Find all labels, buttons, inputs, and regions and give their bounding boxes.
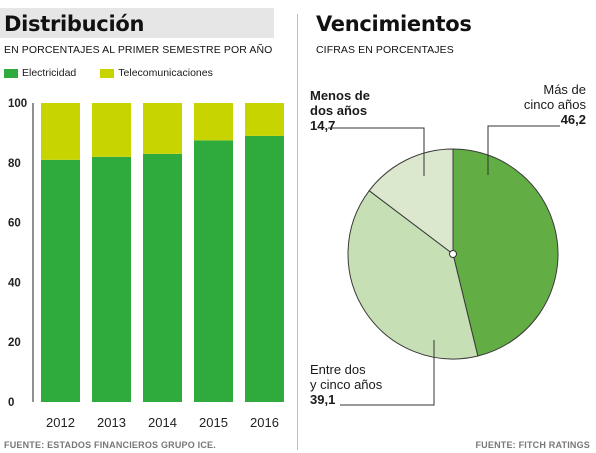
bar-telecomunicaciones-2014 [143,103,182,154]
y-tick-label-40: 40 [8,277,21,289]
leader-line-menos-de-dos [328,127,425,176]
pie-value-menos-de-dos: 14,7 [310,118,336,133]
x-tick-label-2013: 2013 [97,415,126,430]
bar-electricidad-2015 [194,140,233,402]
x-tick-label-2015: 2015 [199,415,228,430]
bar-telecomunicaciones-2015 [194,103,233,141]
legend-item-electricidad: Electricidad [4,67,76,79]
left-title-bar [0,8,274,38]
x-tick-label-2012: 2012 [46,415,75,430]
bar-electricidad-2013 [92,156,131,402]
pie-label-entre-line2: y cinco años [310,377,383,392]
pie-center-dot [449,250,457,258]
bar-chart-subtitle: EN PORCENTAJES AL PRIMER SEMESTRE POR AÑ… [4,44,273,56]
pie-value-entre-dos-y-cinco: 39,1 [310,392,336,407]
pie-chart-source: FUENTE: FITCH RATINGS [475,440,590,450]
pie-label-menos-de-dos: Menos de dos años 14,7 [310,88,370,133]
bar-telecomunicaciones-2013 [92,103,131,157]
panel-divider [297,14,298,450]
pie-label-entre-dos-y-cinco: Entre dos y cinco años 39,1 [310,362,382,407]
pie-value-mas-de-cinco: 46,2 [560,112,586,127]
x-tick-label-2016: 2016 [250,415,279,430]
pie-label-menos-line2: dos años [310,103,368,118]
pie-chart-subtitle: CIFRAS EN PORCENTAJES [316,44,454,56]
leader-line-entre-dos-y-cinco [340,340,435,406]
y-tick-label-0: 0 [8,397,14,409]
y-tick-label-60: 60 [8,218,21,230]
leader-line-mas-de-cinco [487,125,560,175]
pie-chart-title: Vencimientos [316,12,472,36]
bar-telecomunicaciones-2012 [41,103,80,160]
bar-electricidad-2012 [41,159,80,402]
bar-electricidad-2016 [245,135,284,402]
pie-label-mas-de-cinco: Más de cinco años 46,2 [524,82,586,127]
legend-item-telecomunicaciones: Telecomunicaciones [100,67,213,79]
legend-swatch-electricidad [4,68,18,78]
x-tick-label-2014: 2014 [148,415,177,430]
bar-electricidad-2014 [143,153,182,402]
legend-label-telecomunicaciones: Telecomunicaciones [118,67,213,79]
pie-label-entre-line1: Entre dos [310,362,366,377]
bar-chart-source: FUENTE: ESTADOS FINANCIEROS GRUPO ICE. [4,440,216,450]
y-tick-label-80: 80 [8,158,21,170]
pie-slice-menos-de-dos [368,148,454,256]
y-tick-label-100: 100 [8,98,27,110]
y-tick-label-20: 20 [8,337,21,349]
pie-label-menos-line1: Menos de [310,88,370,103]
bar-telecomunicaciones-2016 [245,103,284,136]
pie-label-mas-line2: cinco años [523,97,586,112]
bar-chart-legend: Electricidad Telecomunicaciones [4,67,237,79]
pie-slice-mas-de-cinco [452,148,559,357]
legend-label-electricidad: Electricidad [22,67,77,79]
pie-label-mas-line1: Más de [543,82,586,97]
bar-chart-title: Distribución [4,12,145,36]
legend-swatch-telecomunicaciones [100,68,115,78]
pie-slice-entre-dos-y-cinco [347,189,479,360]
